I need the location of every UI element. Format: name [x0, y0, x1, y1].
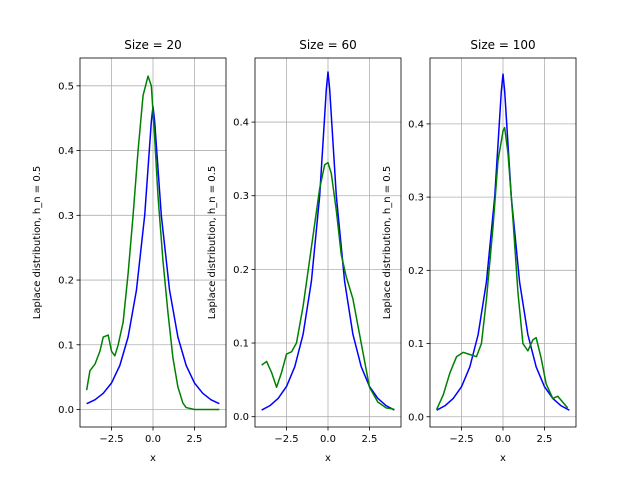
x-tick-label: −2.5 [99, 434, 123, 445]
y-tick-label: 0.0 [58, 405, 74, 416]
y-tick-label: 0.4 [58, 146, 74, 157]
x-axis-label: x [325, 453, 331, 464]
y-tick-label: 0.0 [233, 412, 249, 423]
x-tick-label: 0.0 [320, 434, 336, 445]
x-tick-label: −2.5 [449, 434, 473, 445]
y-tick-label: 0.2 [233, 265, 249, 276]
y-tick-label: 0.3 [233, 191, 249, 202]
subplot-3: −2.5 0.0 2.5 0.0 0.1 0.2 0.3 0.4 Size = 100 x Lapl… [382, 38, 577, 464]
x-tick-label: 2.5 [362, 434, 378, 445]
subplot-title: Size = 60 [299, 38, 357, 52]
y-axis-label: Laplace distribution, h_n = 0.5 [32, 166, 43, 319]
y-tick-label: 0.0 [408, 412, 424, 423]
kernel-estimate-line [435, 126, 569, 410]
subplot-title: Size = 20 [124, 38, 182, 52]
y-tick-label: 0.1 [58, 340, 74, 351]
x-tick-label: 2.5 [537, 434, 553, 445]
x-tick-label: −2.5 [274, 434, 298, 445]
x-tick-label: 0.0 [495, 434, 511, 445]
x-axis-label: x [150, 453, 156, 464]
y-tick-label: 0.2 [58, 276, 74, 287]
y-tick-label: 0.5 [58, 81, 74, 92]
subplot-1: −2.5 0.0 2.5 0.0 0.1 0.2 0.3 0.4 0.5 Size = 20 x La… [32, 38, 227, 464]
subplot-2: −2.5 0.0 2.5 0.0 0.1 0.2 0.3 0.4 Size = 60 x Lapla… [207, 38, 402, 464]
y-axis-label: Laplace distribution, h_n = 0.5 [207, 166, 218, 319]
x-axis-label: x [500, 453, 506, 464]
kernel-estimate-line [85, 75, 220, 411]
y-tick-label: 0.2 [408, 266, 424, 277]
y-tick-label: 0.4 [233, 118, 249, 129]
kernel-estimate-line [261, 161, 395, 411]
y-tick-label: 0.4 [408, 119, 424, 130]
y-tick-label: 0.1 [408, 339, 424, 350]
subplots: −2.5 0.0 2.5 0.0 0.1 0.2 0.3 0.4 0.5 Size = 20 x La… [32, 38, 577, 464]
y-tick-label: 0.3 [408, 193, 424, 204]
laplace-density-line [436, 73, 570, 411]
y-tick-label: 0.1 [233, 339, 249, 350]
subplot-title: Size = 100 [470, 38, 535, 52]
y-axis-label: Laplace distribution, h_n = 0.5 [382, 166, 393, 319]
y-tick-label: 0.3 [58, 211, 74, 222]
x-tick-label: 0.0 [145, 434, 161, 445]
x-tick-label: 2.5 [187, 434, 203, 445]
